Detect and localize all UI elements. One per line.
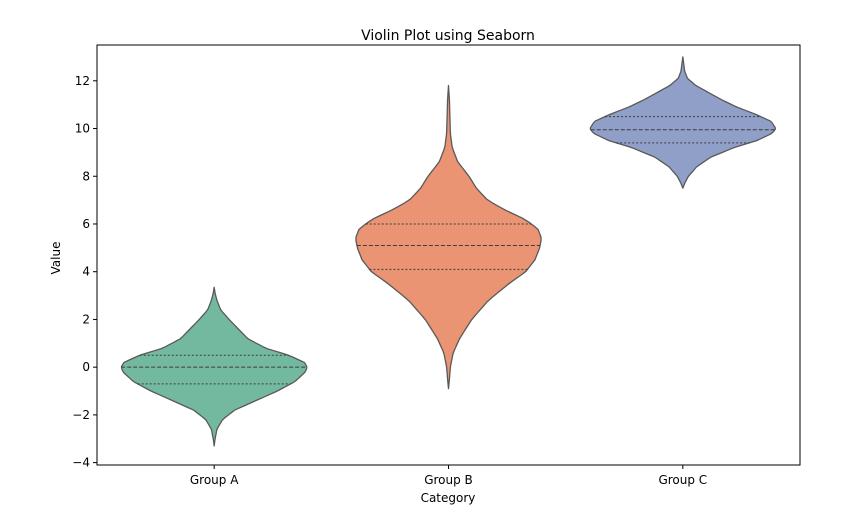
y-tick-label: 0 (82, 360, 90, 374)
y-tick-label: 2 (82, 312, 90, 326)
violin-group-b (355, 84, 542, 390)
y-tick-label: 10 (75, 122, 90, 136)
y-tick-label: 8 (82, 169, 90, 183)
x-tick-label: Group C (658, 473, 707, 487)
violin-body (120, 286, 308, 447)
x-axis: Group A Group B Group C (190, 465, 707, 487)
violin-body (355, 84, 542, 390)
violin-group-c (589, 56, 777, 189)
x-axis-title: Category (421, 491, 476, 505)
y-tick-label: 4 (82, 265, 90, 279)
y-axis: −4 −2 0 2 4 6 8 10 12 (72, 74, 97, 470)
x-tick-label: Group A (190, 473, 239, 487)
violin-group-a (120, 286, 308, 447)
y-tick-label: 6 (82, 217, 90, 231)
violin-body (589, 56, 777, 189)
x-tick-label: Group B (424, 473, 473, 487)
plot-area (120, 56, 777, 447)
y-axis-title: Value (49, 242, 63, 275)
chart-title: Violin Plot using Seaborn (361, 28, 535, 44)
y-tick-label: −2 (72, 408, 90, 422)
y-tick-label: −4 (72, 456, 90, 470)
y-tick-label: 12 (75, 74, 90, 88)
